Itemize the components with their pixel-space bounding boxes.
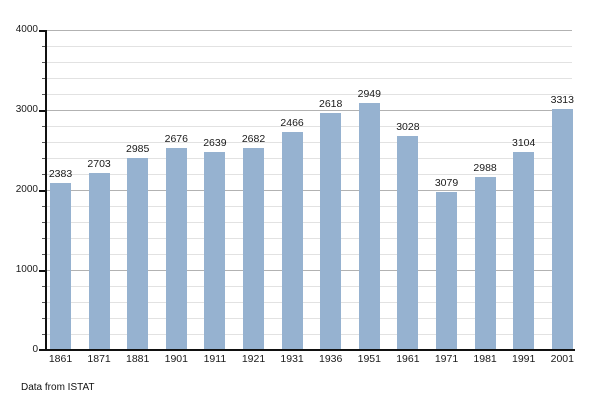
x-tick-label-2001: 2001 xyxy=(550,353,574,365)
y-axis-line xyxy=(45,30,47,351)
x-axis-line xyxy=(45,349,575,351)
y-gridline-3200 xyxy=(47,94,572,95)
bar-1931 xyxy=(281,132,303,350)
y-gridline-3800 xyxy=(47,46,572,47)
y-gridline-1800 xyxy=(47,206,572,207)
y-gridline-200 xyxy=(47,334,572,335)
bar-1951 xyxy=(358,103,380,350)
x-tick-label-1871: 1871 xyxy=(87,353,111,365)
bar-1961 xyxy=(397,135,419,350)
y-tick-label-0: 0 xyxy=(32,344,38,355)
y-gridline-600 xyxy=(47,302,572,303)
x-tick-label-1981: 1981 xyxy=(473,353,497,365)
y-gridline-400 xyxy=(47,318,572,319)
y-tick-1600 xyxy=(42,222,46,223)
x-tick-label-1971: 1971 xyxy=(434,353,459,365)
bar-value-label-1861: 2383 xyxy=(48,167,73,180)
y-gridline-1600 xyxy=(47,222,572,223)
y-tick-400 xyxy=(42,318,46,319)
y-tick-2600 xyxy=(42,142,46,143)
y-gridline-3400 xyxy=(47,78,572,79)
y-gridline-1000 xyxy=(47,270,572,271)
y-gridline-1200 xyxy=(47,254,572,255)
bar-1981 xyxy=(474,176,496,350)
y-tick-0 xyxy=(39,349,46,351)
y-tick-1200 xyxy=(42,254,46,255)
y-tick-3000 xyxy=(39,109,46,112)
bar-value-label-1901: 2676 xyxy=(164,133,188,145)
y-gridline-3600 xyxy=(47,62,572,63)
y-tick-1800 xyxy=(42,206,46,207)
x-tick-label-1991: 1991 xyxy=(512,353,536,365)
bar-1911 xyxy=(204,152,226,350)
bar-value-label-1981: 2988 xyxy=(473,161,497,174)
y-tick-2400 xyxy=(42,158,46,159)
x-tick-label-1861: 1861 xyxy=(48,353,73,365)
bar-value-label-1951: 2949 xyxy=(357,88,381,101)
y-tick-600 xyxy=(42,302,46,303)
y-gridline-1400 xyxy=(47,238,572,239)
y-tick-1400 xyxy=(42,238,46,239)
y-tick-label-2000: 2000 xyxy=(15,184,38,195)
y-gridline-2000 xyxy=(47,190,572,191)
x-tick-label-1911: 1911 xyxy=(203,353,227,365)
bar-1881 xyxy=(127,158,149,350)
y-tick-label-4000: 4000 xyxy=(15,24,38,35)
y-tick-2200 xyxy=(42,174,46,175)
x-tick-label-1936: 1936 xyxy=(319,353,343,365)
y-gridline-2200 xyxy=(47,174,572,175)
bar-value-label-1871: 2703 xyxy=(87,158,111,171)
y-gridline-4000 xyxy=(47,30,572,31)
y-tick-200 xyxy=(42,334,46,335)
bar-1901 xyxy=(165,148,187,350)
y-tick-2800 xyxy=(42,126,46,127)
chart-caption: Data from ISTAT xyxy=(21,382,95,393)
y-tick-3600 xyxy=(42,62,46,63)
bar-value-label-1931: 2466 xyxy=(280,117,304,130)
bar-1936 xyxy=(320,112,342,350)
y-tick-3200 xyxy=(42,94,46,95)
x-tick-label-1951: 1951 xyxy=(357,353,381,365)
y-gridline-2800 xyxy=(47,126,572,127)
y-gridline-800 xyxy=(47,286,572,287)
y-tick-label-1000: 1000 xyxy=(15,264,38,275)
y-gridline-2400 xyxy=(47,158,572,159)
bar-value-label-1991: 3104 xyxy=(512,136,536,149)
y-tick-label-3000: 3000 xyxy=(15,104,38,115)
bar-value-label-1971: 3079 xyxy=(434,177,459,190)
y-tick-3400 xyxy=(42,78,46,79)
bar-1861 xyxy=(50,182,71,350)
bar-1991 xyxy=(513,151,535,350)
bar-2001 xyxy=(551,109,573,350)
bar-1871 xyxy=(88,173,110,350)
x-tick-label-1921: 1921 xyxy=(241,353,266,365)
bar-value-label-1881: 2985 xyxy=(126,143,150,155)
y-tick-4000 xyxy=(39,29,46,32)
y-tick-1000 xyxy=(39,269,46,272)
bar-value-label-1911: 2639 xyxy=(203,137,227,149)
x-tick-label-1901: 1901 xyxy=(164,353,188,365)
y-gridline-2600 xyxy=(47,142,572,143)
bar-value-label-1921: 2682 xyxy=(241,132,266,145)
y-tick-3800 xyxy=(42,46,46,47)
x-tick-label-1881: 1881 xyxy=(126,353,150,365)
y-tick-2000 xyxy=(39,189,46,192)
x-tick-label-1931: 1931 xyxy=(280,353,304,365)
y-tick-800 xyxy=(42,286,46,287)
bar-1921 xyxy=(243,147,264,350)
bar-value-label-1961: 3028 xyxy=(396,120,420,133)
bar-value-label-1936: 2618 xyxy=(319,97,343,110)
y-gridline-3000 xyxy=(47,110,572,111)
bar-1971 xyxy=(436,192,457,350)
x-tick-label-1961: 1961 xyxy=(396,353,420,365)
bar-value-label-2001: 3313 xyxy=(550,94,574,107)
